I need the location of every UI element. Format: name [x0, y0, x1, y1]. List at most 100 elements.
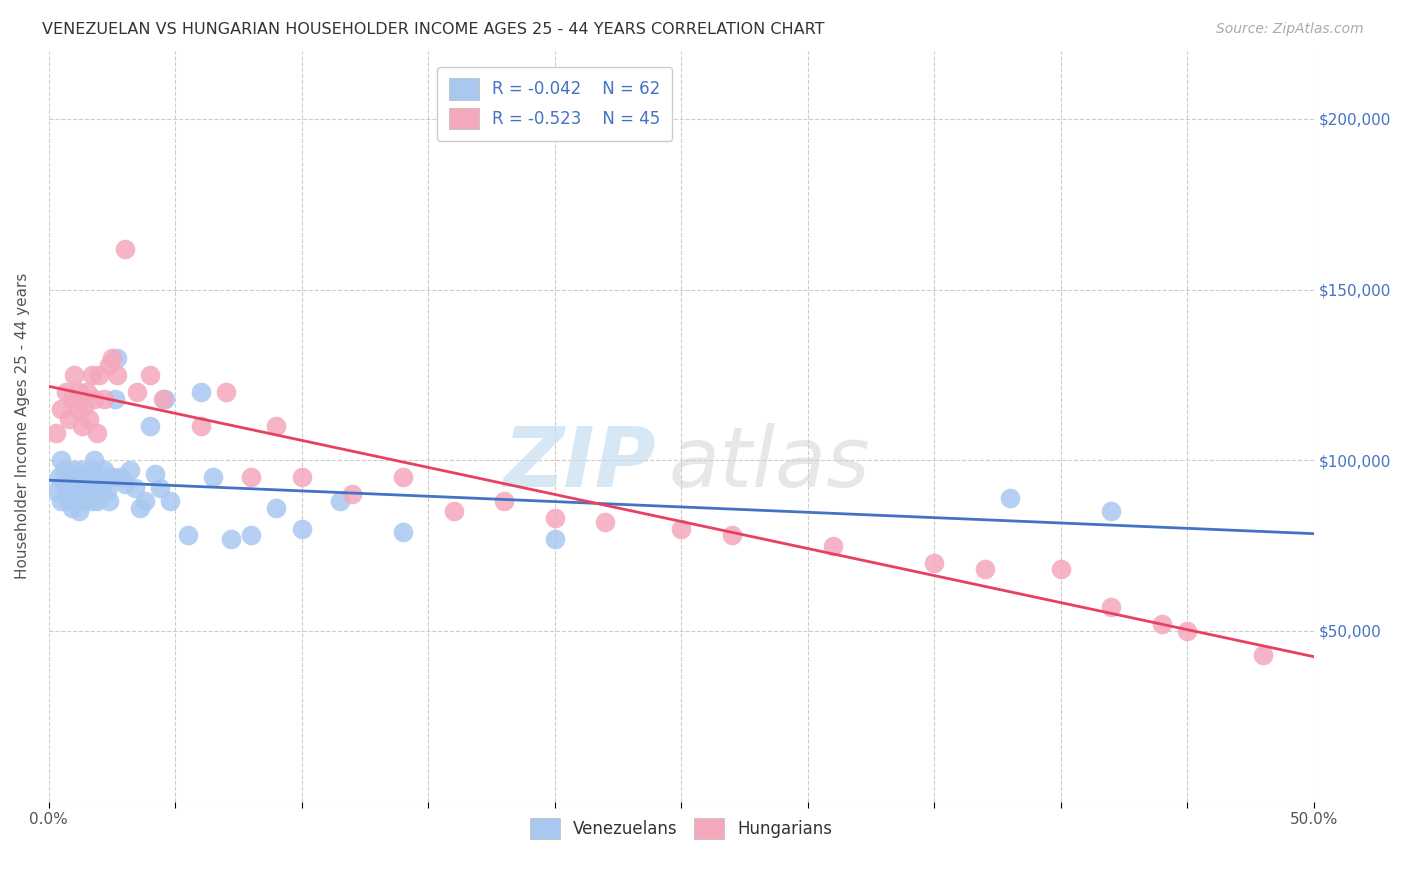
Point: [544, 511, 567, 525]
Point: [45, 425, 67, 440]
Point: [83, 392, 105, 406]
Point: [291, 470, 314, 484]
Point: [55, 470, 77, 484]
Point: [55, 491, 77, 505]
Point: [998, 491, 1021, 505]
Point: [80, 463, 103, 477]
Point: [86, 425, 108, 440]
Point: [595, 515, 617, 529]
Text: Source: ZipAtlas.com: Source: ZipAtlas.com: [1216, 22, 1364, 37]
Point: [98, 358, 121, 372]
Point: [58, 412, 80, 426]
Point: [392, 524, 415, 539]
Point: [98, 494, 121, 508]
Point: [86, 494, 108, 508]
Point: [108, 470, 131, 484]
Point: [1175, 624, 1198, 638]
Point: [73, 494, 96, 508]
Point: [202, 470, 225, 484]
Point: [60, 392, 83, 406]
Point: [219, 532, 242, 546]
Point: [101, 470, 124, 484]
Point: [190, 419, 212, 434]
Point: [63, 368, 86, 382]
Point: [190, 384, 212, 399]
Point: [1251, 648, 1274, 662]
Point: [77, 470, 100, 484]
Point: [149, 481, 172, 495]
Point: [139, 368, 162, 382]
Point: [76, 384, 98, 399]
Point: [90, 481, 112, 495]
Text: atlas: atlas: [669, 423, 870, 504]
Point: [89, 470, 111, 484]
Point: [128, 501, 150, 516]
Point: [143, 467, 166, 481]
Text: VENEZUELAN VS HUNGARIAN HOUSEHOLDER INCOME AGES 25 - 44 YEARS CORRELATION CHART: VENEZUELAN VS HUNGARIAN HOUSEHOLDER INCO…: [42, 22, 825, 37]
Point: [1049, 562, 1071, 576]
Point: [65, 402, 87, 417]
Point: [52, 463, 75, 477]
Point: [70, 487, 93, 501]
Point: [89, 368, 111, 382]
Point: [159, 494, 181, 508]
Point: [494, 494, 516, 508]
Point: [105, 351, 128, 365]
Point: [973, 562, 995, 576]
Point: [67, 470, 90, 484]
Point: [67, 384, 90, 399]
Point: [443, 504, 465, 518]
Point: [1150, 617, 1173, 632]
Point: [240, 470, 263, 484]
Point: [77, 483, 100, 498]
Point: [65, 494, 87, 508]
Point: [177, 528, 200, 542]
Point: [114, 242, 136, 256]
Point: [544, 532, 567, 546]
Point: [60, 470, 83, 484]
Point: [114, 477, 136, 491]
Point: [60, 501, 83, 516]
Point: [55, 384, 77, 399]
Point: [83, 453, 105, 467]
Point: [342, 487, 364, 501]
Point: [77, 412, 100, 426]
Point: [215, 384, 238, 399]
Point: [721, 528, 744, 542]
Point: [65, 477, 87, 491]
Point: [70, 419, 93, 434]
Point: [922, 556, 945, 570]
Point: [51, 494, 73, 508]
Point: [240, 528, 263, 542]
Point: [266, 419, 288, 434]
Point: [73, 481, 96, 495]
Point: [153, 392, 176, 406]
Point: [118, 463, 141, 477]
Point: [93, 463, 115, 477]
Point: [671, 522, 693, 536]
Point: [291, 522, 314, 536]
Point: [124, 481, 146, 495]
Point: [134, 494, 156, 508]
Point: [139, 419, 162, 434]
Legend: Venezuelans, Hungarians: Venezuelans, Hungarians: [523, 811, 839, 846]
Point: [103, 392, 125, 406]
Point: [329, 494, 352, 508]
Point: [1099, 504, 1122, 518]
Point: [52, 477, 75, 491]
Point: [823, 539, 845, 553]
Point: [266, 501, 288, 516]
Point: [83, 477, 105, 491]
Text: ZIP: ZIP: [503, 423, 657, 504]
Point: [48, 470, 70, 484]
Point: [58, 481, 80, 495]
Point: [392, 470, 415, 484]
Point: [51, 402, 73, 417]
Point: [80, 368, 103, 382]
Point: [1099, 600, 1122, 615]
Y-axis label: Householder Income Ages 25 - 44 years: Householder Income Ages 25 - 44 years: [15, 273, 30, 579]
Point: [51, 453, 73, 467]
Point: [67, 504, 90, 518]
Point: [105, 368, 128, 382]
Point: [63, 463, 86, 477]
